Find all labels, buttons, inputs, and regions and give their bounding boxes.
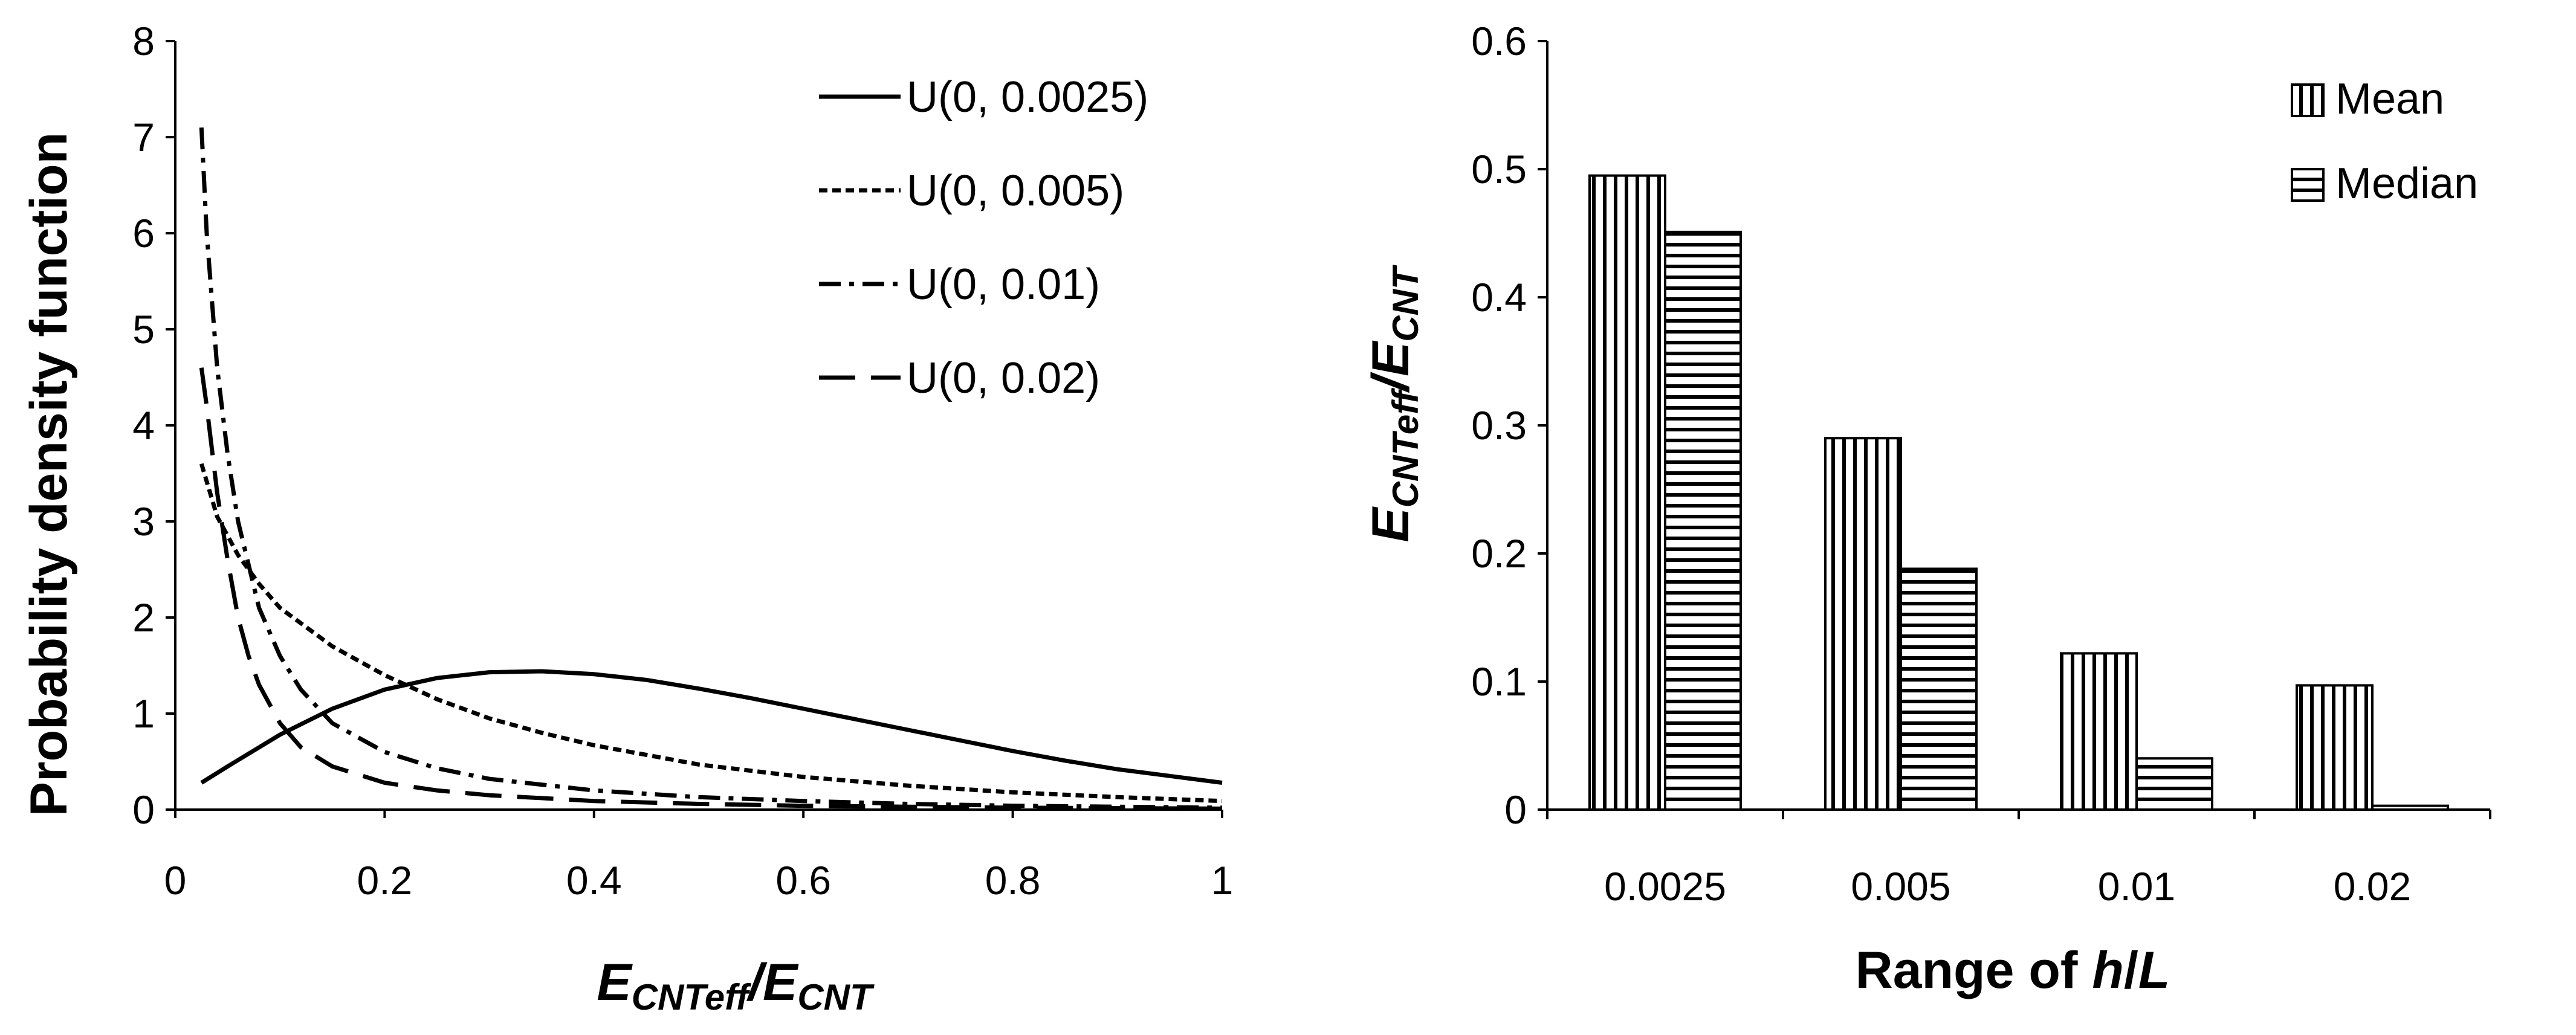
right-y-title-main2: E <box>1362 340 1420 376</box>
left-x-tick-label: 0.4 <box>566 858 622 903</box>
left-x-title-main: E <box>597 953 633 1011</box>
left-x-title-sub2: CNT <box>797 977 875 1017</box>
right-x-axis-title: Range of h/L <box>1856 941 2170 999</box>
bar-median-0.01 <box>2135 757 2213 811</box>
legend-label: U(0, 0.005) <box>907 167 1124 215</box>
left-series-lines <box>199 127 1223 811</box>
right-x-tick-label: 0.005 <box>1851 864 1950 909</box>
right-y-tick-label: 0.3 <box>1471 403 1527 448</box>
left-y-tick-label: 4 <box>132 403 155 448</box>
left-x-tick-label: 0.6 <box>775 858 831 903</box>
bar-mean-0.01 <box>2060 652 2138 811</box>
bar-mean-0.02 <box>2296 684 2374 811</box>
left-y-tick-label: 7 <box>132 115 155 160</box>
right-y-tick-label: 0.4 <box>1471 275 1527 320</box>
right-x-title-var1: h <box>2092 941 2124 999</box>
right-x-tick-label: 0.02 <box>2334 864 2411 909</box>
legend-label: U(0, 0.0025) <box>907 73 1148 121</box>
series-line-u-0-0-0025 <box>200 669 1223 785</box>
left-y-tick-label: 0 <box>132 787 155 832</box>
bar-median-0.005 <box>1900 567 1978 811</box>
legend-label: U(0, 0.01) <box>907 260 1100 309</box>
right-y-tick-labels: 0 0.1 0.2 0.3 0.4 0.5 0.6 <box>1471 19 1527 832</box>
right-y-axis-title: ECNTeff/ECNT <box>1362 265 1426 543</box>
legend-label: Mean <box>2335 75 2444 123</box>
right-y-title-sub2: CNT <box>1385 265 1426 342</box>
series-line-u-0-0-01 <box>199 127 1223 810</box>
left-x-title-main2: E <box>763 953 799 1011</box>
right-y-tick-label: 0.6 <box>1471 19 1527 63</box>
left-axes <box>166 40 1223 818</box>
left-x-axis-title: ECNTeff/ECNT <box>597 953 875 1017</box>
left-x-tick-label: 0.2 <box>357 858 413 903</box>
right-x-title-prefix: Range of <box>1856 941 2092 999</box>
left-x-tick-label: 0.8 <box>985 858 1041 903</box>
right-y-title-sub1: CNTeff <box>1385 388 1426 508</box>
right-y-tick-label: 0.1 <box>1471 659 1527 704</box>
left-y-tick-labels: 0 1 2 3 4 5 6 7 8 <box>132 19 155 832</box>
left-y-tick-label: 1 <box>132 691 155 736</box>
bar-mean-0.005 <box>1824 437 1902 811</box>
legend-label: Median <box>2335 160 2478 208</box>
bar-median-0.0025 <box>1664 230 1742 811</box>
left-x-tick-label: 1 <box>1211 858 1234 903</box>
legend-swatch-median <box>2291 168 2325 202</box>
left-x-tick-label: 0 <box>164 858 187 903</box>
left-y-tick-label: 8 <box>132 19 155 63</box>
right-y-title-main: E <box>1362 506 1420 543</box>
right-legend: Mean Median <box>2291 75 2478 208</box>
left-y-tick-label: 3 <box>132 499 155 544</box>
right-x-tick-label: 0.0025 <box>1604 864 1726 909</box>
right-x-tick-labels: 0.0025 0.005 0.01 0.02 <box>1604 864 2411 909</box>
legend-swatch-mean <box>2291 83 2325 117</box>
right-x-title-slash: / <box>2124 941 2138 999</box>
left-y-axis-title: Probability density function <box>20 132 78 816</box>
left-y-tick-label: 2 <box>132 595 155 640</box>
right-y-tick-label: 0.5 <box>1471 147 1527 192</box>
right-y-tick-label: 0 <box>1504 787 1527 832</box>
series-line-u-0-0-005 <box>199 463 1223 804</box>
bar-median-0.02 <box>2371 804 2449 811</box>
right-y-tick-label: 0.2 <box>1471 531 1527 576</box>
left-y-tick-label: 5 <box>132 307 155 352</box>
right-x-tick-label: 0.01 <box>2098 864 2175 909</box>
series-line-u-0-0-02 <box>199 367 1223 811</box>
right-x-title-var2: L <box>2138 941 2170 999</box>
ratio-bar-chart: 00.10.20.30.40.50.6 0.0025 0.005 0.01 0.02 … <box>1362 19 2491 999</box>
left-x-title-sub1: CNTeff <box>632 977 751 1017</box>
bar-mean-0.0025 <box>1588 174 1666 811</box>
left-legend: U(0, 0.0025) U(0, 0.005) U(0, 0.01) U(0, 0.… <box>819 73 1148 402</box>
right-bars <box>1588 174 2449 811</box>
left-y-tick-label: 6 <box>132 211 155 256</box>
left-x-tick-labels: 0 0.2 0.4 0.6 0.8 1 <box>164 858 1234 903</box>
legend-label: U(0, 0.02) <box>907 354 1100 402</box>
